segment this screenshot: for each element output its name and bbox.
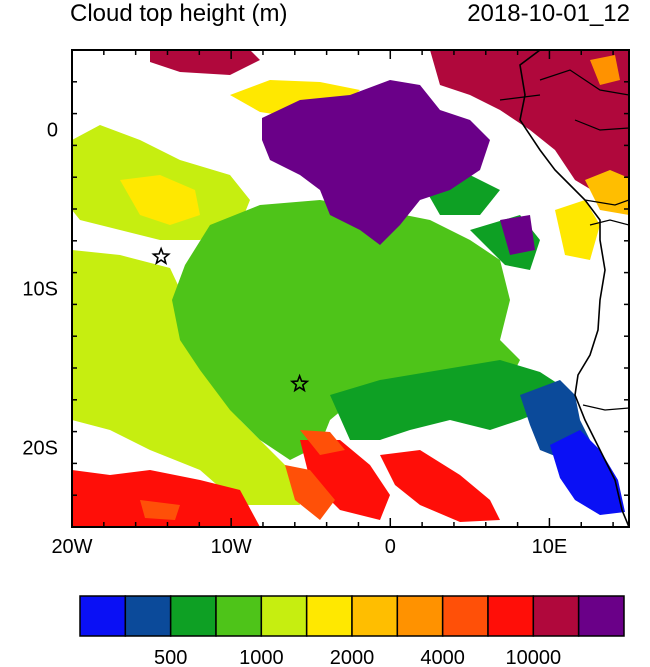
orange-cloud-southwest bbox=[140, 500, 180, 520]
colorbar-swatch bbox=[396, 595, 444, 637]
yellow-cloud-east bbox=[555, 200, 600, 260]
colorbar-swatch bbox=[487, 595, 535, 637]
colorbar-swatch bbox=[532, 595, 580, 637]
colorbar-labels: 500 1000 2000 4000 10000 bbox=[154, 647, 561, 667]
red-cloud-south-2 bbox=[380, 450, 500, 522]
orange-cloud-northeast bbox=[590, 55, 620, 85]
x-tick-label: 0 bbox=[385, 536, 396, 558]
blue-cloud-coast bbox=[550, 430, 625, 515]
orange-cloud-south-2 bbox=[300, 430, 345, 455]
station-markers bbox=[151, 246, 310, 393]
purple-cloud-north bbox=[262, 80, 490, 245]
yellow-cloud-west bbox=[120, 175, 200, 225]
red-cloud-southwest bbox=[72, 470, 260, 527]
colorbar-swatch bbox=[215, 595, 263, 637]
y-tick-label: 0 bbox=[47, 120, 58, 142]
x-tick-label: 10W bbox=[211, 536, 252, 558]
map-datetime: 2018-10-01_12 bbox=[467, 0, 630, 27]
colorbar-swatch bbox=[577, 595, 625, 637]
colorbar bbox=[79, 595, 625, 637]
colorbar-label: 4000 bbox=[420, 647, 465, 667]
star-marker bbox=[151, 246, 171, 266]
purple-cloud-east-patch bbox=[500, 215, 535, 255]
lime-cloud-west bbox=[72, 250, 300, 505]
colorbar-label: 2000 bbox=[330, 647, 375, 667]
colorbar-swatch bbox=[79, 595, 127, 637]
map-title: Cloud top height (m) bbox=[70, 0, 288, 27]
axis-tick-labels: 20W 10W 0 10E 0 10S 20S bbox=[22, 120, 567, 559]
colorbar-swatch bbox=[260, 595, 308, 637]
colorbar-swatch bbox=[124, 595, 172, 637]
y-tick-label: 10S bbox=[22, 279, 58, 301]
colorbar-label: 500 bbox=[154, 647, 187, 667]
colorbar-label: 10000 bbox=[506, 647, 562, 667]
africa-coastline bbox=[519, 50, 629, 527]
y-tick-label: 20S bbox=[22, 438, 58, 460]
country-borders bbox=[499, 69, 629, 411]
colorbar-swatch bbox=[169, 595, 217, 637]
maroon-cloud-northeast bbox=[430, 50, 629, 200]
maroon-cloud-northwest bbox=[150, 50, 260, 75]
x-tick-label: 10E bbox=[532, 536, 568, 558]
axis-ticks bbox=[71, 49, 629, 528]
lightgreen-cloud-central bbox=[172, 200, 520, 460]
colorbar-swatch bbox=[441, 595, 489, 637]
x-tick-label: 20W bbox=[51, 536, 92, 558]
green-cloud-southeast bbox=[330, 360, 560, 440]
colorbar-swatch bbox=[351, 595, 399, 637]
map-frame bbox=[71, 49, 630, 528]
colorbar-swatch bbox=[305, 595, 353, 637]
orange-cloud-south-1 bbox=[285, 465, 335, 520]
colorbar-label: 1000 bbox=[239, 647, 284, 667]
star-marker bbox=[289, 373, 310, 393]
red-cloud-south-1 bbox=[300, 440, 390, 520]
cloud-field bbox=[72, 50, 629, 527]
